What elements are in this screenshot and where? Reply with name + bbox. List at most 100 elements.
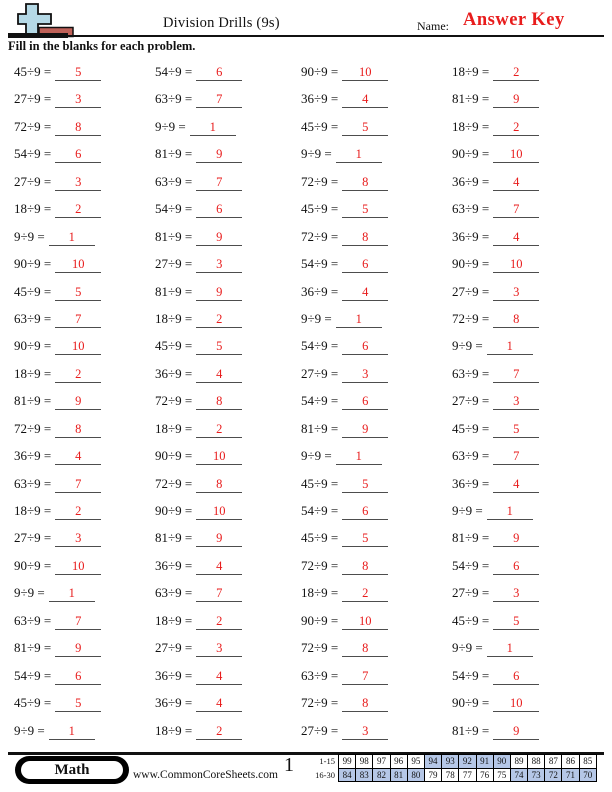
answer-value: 1 bbox=[209, 119, 216, 134]
answer-blank: 5 bbox=[55, 284, 102, 301]
answer-value: 4 bbox=[216, 668, 223, 683]
answer-value: 7 bbox=[216, 92, 223, 107]
division-problem: 72÷9 = 8 bbox=[155, 393, 301, 420]
answer-key-text: Answer Key bbox=[463, 10, 565, 30]
score-cell: 73 bbox=[527, 767, 546, 783]
score-cell: 97 bbox=[372, 754, 391, 769]
division-problem: 36÷9 = 4 bbox=[14, 448, 155, 475]
problem-expression: 27÷9 = bbox=[155, 256, 193, 272]
answer-blank: 10 bbox=[55, 338, 102, 356]
division-problem: 18÷9 = 2 bbox=[14, 366, 155, 393]
score-cell: 86 bbox=[561, 754, 580, 769]
answer-value: 5 bbox=[75, 696, 82, 711]
division-problem: 54÷9 = 6 bbox=[301, 256, 452, 283]
problem-expression: 63÷9 = bbox=[155, 585, 193, 601]
division-problem: 45÷9 = 5 bbox=[301, 530, 452, 557]
answer-value: 4 bbox=[513, 174, 520, 189]
answer-blank: 1 bbox=[486, 338, 533, 356]
score-cell: 89 bbox=[509, 754, 529, 769]
answer-value: 1 bbox=[355, 147, 362, 162]
division-problem: 72÷9 = 8 bbox=[301, 640, 452, 667]
problem-expression: 9÷9 = bbox=[301, 146, 332, 162]
answer-blank: 1 bbox=[48, 723, 95, 740]
division-problem: 9÷9 = 1 bbox=[14, 723, 155, 750]
division-problem: 81÷9 = 9 bbox=[301, 421, 452, 448]
answer-value: 9 bbox=[216, 147, 223, 162]
division-problem: 54÷9 = 6 bbox=[14, 668, 155, 695]
answer-value: 6 bbox=[362, 504, 369, 518]
subject-label: Math bbox=[19, 759, 125, 781]
answer-value: 7 bbox=[216, 174, 223, 189]
problem-expression: 54÷9 = bbox=[301, 503, 339, 518]
answer-value: 2 bbox=[513, 65, 520, 79]
division-problem: 27÷9 = 3 bbox=[452, 284, 604, 311]
division-problem: 45÷9 = 5 bbox=[14, 64, 155, 91]
subject-badge: Math bbox=[15, 756, 129, 784]
division-problem: 18÷9 = 2 bbox=[301, 585, 452, 612]
answer-value: 3 bbox=[75, 531, 82, 546]
answer-blank: 4 bbox=[493, 229, 540, 246]
score-table: 1-15 99 98 97 96 95 94 93 92 91 90 89 88 87 86 85 16-30 8… bbox=[308, 754, 597, 783]
problem-expression: 81÷9 = bbox=[452, 91, 490, 107]
answer-value: 4 bbox=[216, 558, 223, 573]
answer-value: 9 bbox=[216, 284, 223, 299]
score-cell: 71 bbox=[561, 767, 580, 783]
division-problem: 63÷9 = 7 bbox=[155, 174, 301, 201]
problem-expression: 72÷9 = bbox=[155, 393, 193, 409]
division-problem: 45÷9 = 5 bbox=[301, 476, 452, 503]
division-problem: 27÷9 = 3 bbox=[14, 174, 155, 201]
problems-grid: 45÷9 = 5 27÷9 = 3 72÷9 = 8 54÷9 = 6 27÷9 = 3 … bbox=[14, 64, 604, 750]
division-problem: 63÷9 = 7 bbox=[14, 311, 155, 338]
answer-blank: 2 bbox=[493, 64, 540, 81]
answer-blank: 6 bbox=[342, 393, 389, 411]
problem-expression: 90÷9 = bbox=[155, 448, 193, 464]
division-problem: 36÷9 = 4 bbox=[155, 366, 301, 393]
problem-expression: 9÷9 = bbox=[14, 228, 45, 244]
problem-expression: 27÷9 = bbox=[301, 722, 339, 738]
division-problem: 72÷9 = 8 bbox=[301, 558, 452, 585]
answer-value: 10 bbox=[71, 257, 85, 272]
problem-expression: 36÷9 = bbox=[155, 695, 193, 711]
division-problem: 9÷9 = 1 bbox=[155, 119, 301, 146]
score-cell: 79 bbox=[423, 767, 443, 783]
website-text: www.CommonCoreSheets.com bbox=[133, 769, 278, 781]
division-problem: 45÷9 = 5 bbox=[301, 201, 452, 228]
answer-blank: 3 bbox=[342, 723, 389, 740]
answer-blank: 7 bbox=[493, 366, 540, 383]
answer-value: 4 bbox=[362, 284, 369, 299]
problem-expression: 9÷9 = bbox=[452, 640, 483, 656]
answer-value: 6 bbox=[75, 147, 82, 162]
score-cell: 94 bbox=[423, 754, 443, 769]
answer-value: 6 bbox=[216, 65, 223, 79]
answer-value: 10 bbox=[212, 449, 226, 464]
answer-value: 6 bbox=[513, 668, 520, 683]
answer-value: 9 bbox=[513, 723, 520, 738]
answer-value: 9 bbox=[362, 421, 369, 436]
problem-expression: 27÷9 = bbox=[452, 283, 490, 299]
division-problem: 54÷9 = 6 bbox=[301, 338, 452, 365]
problem-expression: 81÷9 = bbox=[14, 393, 52, 409]
division-problem: 45÷9 = 5 bbox=[301, 119, 452, 146]
answer-blank: 4 bbox=[342, 91, 389, 109]
problem-expression: 45÷9 = bbox=[14, 695, 52, 711]
answer-value: 10 bbox=[509, 696, 523, 711]
division-problem: 54÷9 = 6 bbox=[452, 668, 604, 695]
score-cell: 99 bbox=[337, 754, 357, 769]
problem-expression: 18÷9 = bbox=[155, 612, 193, 628]
score-cell: 80 bbox=[406, 767, 425, 783]
answer-value: 5 bbox=[513, 613, 520, 628]
answer-blank: 2 bbox=[55, 201, 102, 219]
problem-expression: 18÷9 = bbox=[14, 201, 52, 217]
answer-value: 6 bbox=[362, 394, 369, 409]
division-problem: 90÷9 = 10 bbox=[452, 695, 604, 722]
answer-blank: 6 bbox=[342, 338, 389, 356]
answer-blank: 8 bbox=[55, 119, 102, 136]
answer-value: 2 bbox=[513, 119, 520, 134]
answer-value: 2 bbox=[362, 586, 369, 601]
answer-value: 8 bbox=[75, 421, 82, 436]
problem-expression: 54÷9 = bbox=[301, 393, 339, 409]
division-problem: 63÷9 = 7 bbox=[14, 476, 155, 503]
answer-blank: 7 bbox=[196, 91, 243, 109]
problem-expression: 45÷9 = bbox=[14, 283, 52, 299]
